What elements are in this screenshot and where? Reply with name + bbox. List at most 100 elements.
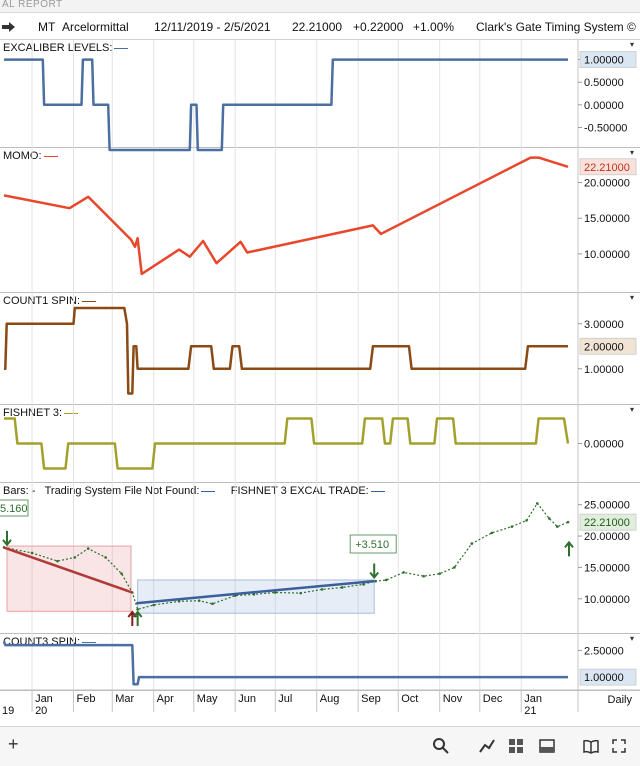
axis-tick-label: 10.00000 [584,249,630,261]
panel-menu-icon[interactable]: ▾ [629,40,634,49]
axis-tick-label: -0.50000 [584,122,627,134]
price-bar-point [56,559,59,563]
current-value-label: 1.00000 [584,672,624,684]
series-line-excaliber-levels [4,58,568,152]
axis-tick-label: 20.00000 [584,178,630,190]
trade-gain-box [349,534,397,554]
current-value-label: 22.21000 [584,162,630,174]
price-bar-point [340,586,344,589]
price-bar-point [177,599,181,603]
price-bar-point [320,588,324,591]
x-axis-month-label: Mar [115,693,134,705]
axis-tick-label: 2.50000 [584,645,624,657]
panel-menu-icon[interactable]: ▾ [629,148,634,157]
x-axis-month-label: Nov [443,693,463,705]
x-axis-month-label: Dec [483,693,503,705]
symbol: MT [38,20,56,34]
x-axis-month-label: Oct [401,693,418,705]
series-line-trade-2-long- [136,579,375,605]
report-title: AL REPORT [2,0,63,10]
trade-gain-value: +3.510 [355,539,389,551]
axis-tick-label: 25.00000 [584,500,630,512]
axis-tick-label: 0.50000 [584,77,624,89]
arrow-right-icon[interactable] [1,21,17,33]
x-axis-month-label: Jun [238,693,256,705]
excaliber-panel[interactable]: EXCALIBER LEVELS: ▾ [0,40,640,148]
price-bar-point [470,542,474,545]
interval-label[interactable]: Daily [607,694,632,706]
panel-menu-icon[interactable]: ▾ [629,293,634,302]
price-bar-point [453,566,456,569]
panel-menu-icon[interactable]: ▾ [629,634,634,643]
price-bar-point [274,591,277,594]
price-bar-point [422,574,425,578]
count1-panel[interactable]: COUNT1 SPIN: ▾ [0,293,640,405]
book-icon[interactable] [582,737,600,755]
series-line-bars [3,502,569,611]
current-value-label: 2.00000 [584,341,624,353]
plus-icon[interactable]: + [8,734,19,754]
panel-icon[interactable] [538,737,556,755]
price-bar-point [197,599,201,602]
axis-tick-label: 3.00000 [584,319,624,331]
x-axis-month-label: May [197,693,218,705]
current-value-label: 22.21000 [584,517,630,529]
x-axis-month-label: Feb [76,693,95,705]
axis-tick-label: 0.00000 [584,100,624,112]
exit-arrow-icon [369,563,379,580]
price-bar-point [535,502,539,505]
x-axis-month-label: Aug [320,693,340,705]
current-value-tag [579,337,637,355]
price-bar-point [252,593,256,596]
trade-entry-value-box [0,499,29,517]
x-axis-month-label: Apr [157,693,174,705]
panel-title: Bars: - Trading System File Not Found: F… [3,485,385,497]
buy-arrow-icon [132,610,143,626]
current-value-label: 1.00000 [584,55,624,67]
price-bar-point [362,583,365,586]
price-bar-point [510,525,514,528]
price-bar-point [525,519,528,522]
x-axis-month-label: Sep [361,693,381,705]
series-line-fishnet-3 [4,417,570,470]
price-bar-point [566,520,570,524]
axis-tick-label: 15.00000 [584,213,630,225]
price-bar-point [556,525,559,528]
current-value-tag [579,158,637,176]
price-bar-point [73,556,77,559]
axis-tick-label: 10.00000 [584,594,630,606]
report-title-strip: AL REPORT [0,0,640,13]
price-bar-point [374,579,377,583]
current-value-tag [579,668,637,686]
current-value-tag [579,513,637,531]
price-bar-point [384,578,388,582]
price-change: +0.22000 [353,20,404,34]
panel-menu-icon[interactable]: ▾ [629,405,634,414]
grid-icon[interactable] [507,737,525,755]
price-bar-point [152,603,155,607]
system-name: Clark's Gate Timing System © [476,20,636,34]
x-axis-month-label: Jan [35,693,53,705]
price-bar-point [547,517,551,520]
sell-arrow-icon [2,530,12,547]
price-panel[interactable]: Bars: - Trading System File Not Found: F… [0,483,640,634]
chart-header: MT Arcelormittal 12/11/2019 - 2/5/2021 2… [0,13,640,40]
expand-icon[interactable] [610,737,628,755]
chart-line-icon[interactable] [478,737,496,755]
price-bar-point [104,556,107,559]
series-line-momo [3,156,569,276]
price-bar-point [299,591,303,595]
search-icon[interactable] [432,737,450,755]
current-value-tag [579,51,637,68]
bottom-toolbar: + [0,726,640,766]
series-line-trade-1-short- [3,546,133,594]
x-axis-month-label: Jan [524,693,542,705]
x-axis-year-label: 21 [524,705,536,717]
price-bar-point [211,602,214,606]
price-bar-point [136,608,139,611]
panel-title: COUNT1 SPIN: [3,295,97,307]
buy-arrow-icon [564,540,574,557]
last-price: 22.21000 [292,20,343,34]
price-bar-point [86,547,90,550]
